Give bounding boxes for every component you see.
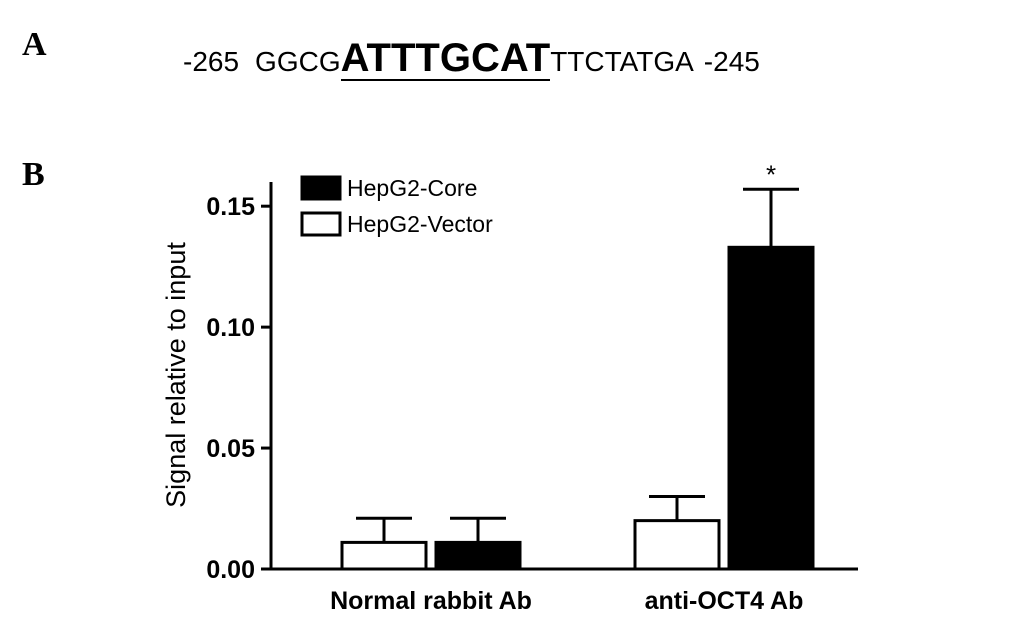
sequence-row: -265 GGCG ATTTGCAT TTCTATGA -245 bbox=[183, 38, 760, 81]
sequence-start-position: -265 bbox=[183, 46, 240, 77]
bar bbox=[727, 245, 815, 571]
bar bbox=[340, 540, 428, 571]
significance-asterisk: * bbox=[766, 159, 776, 189]
panel-a-label: A bbox=[22, 26, 47, 63]
y-tick-label: 0.10 bbox=[206, 314, 255, 342]
legend-swatch bbox=[300, 211, 342, 237]
y-tick-label: 0.15 bbox=[206, 193, 255, 221]
bar bbox=[434, 540, 522, 571]
panel-b-label: B bbox=[22, 156, 45, 193]
y-tick-label: 0.00 bbox=[206, 556, 255, 584]
legend-label: HepG2-Vector bbox=[347, 211, 493, 237]
sequence-end-position: -245 bbox=[703, 46, 760, 77]
bar bbox=[633, 519, 721, 571]
legend-label: HepG2-Core bbox=[347, 175, 477, 201]
sequence-suffix: TTCTATGA bbox=[550, 46, 694, 77]
sequence-motif: ATTTGCAT bbox=[340, 36, 551, 81]
y-tick-label: 0.05 bbox=[206, 435, 255, 463]
sequence-prefix: GGCG bbox=[255, 46, 341, 77]
x-category-label: anti-OCT4 Ab bbox=[645, 587, 804, 615]
y-axis-title: Signal relative to input bbox=[161, 242, 191, 508]
legend-swatch bbox=[300, 175, 342, 201]
x-category-label: Normal rabbit Ab bbox=[330, 587, 532, 615]
